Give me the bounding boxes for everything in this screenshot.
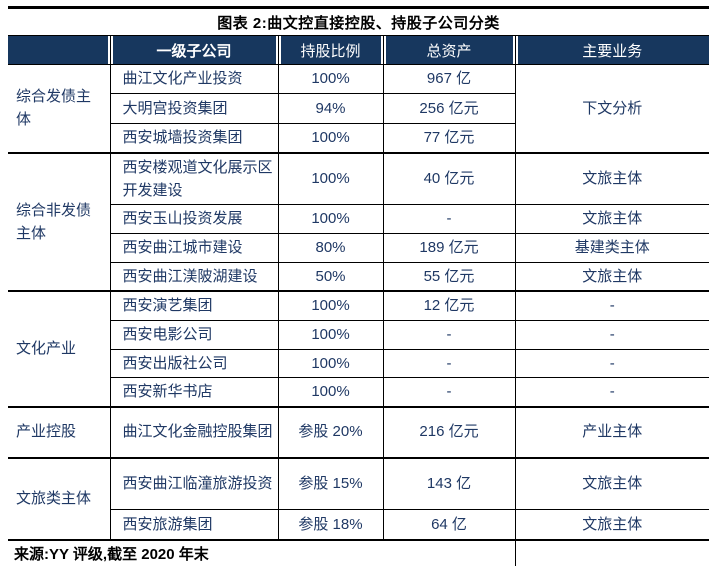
assets-cell: 77 亿元 [382, 123, 516, 153]
subsidiary-cell: 西安演艺集团 [109, 290, 279, 321]
subsidiary-cell: 西安曲江城市建设 [109, 233, 279, 263]
subsidiary-cell: 西安楼观道文化展示区开发建设 [109, 151, 279, 205]
ratio-cell: 100% [277, 204, 384, 234]
table-row: 产业控股 曲江文化金融控股集团 参股 20% 216 亿元 产业主体 [8, 405, 709, 458]
business-cell: 文旅主体 [514, 151, 709, 205]
table-row: 西安城墙投资集团 100% 77 亿元 [8, 123, 709, 153]
business-cell: 文旅主体 [514, 456, 709, 510]
table-row: 西安出版社公司 100% - - [8, 348, 709, 379]
assets-cell: 40 亿元 [382, 151, 516, 205]
subsidiary-cell: 西安曲江渼陂湖建设 [109, 262, 279, 292]
assets-cell: - [382, 377, 516, 407]
ratio-cell: 100% [277, 123, 384, 153]
source-row: 来源:YY 评级,截至 2020 年末 [8, 538, 709, 566]
top-rule [8, 6, 709, 9]
figure-title: 图表 2:曲文控直接控股、持股子公司分类 [217, 15, 500, 32]
subsidiary-cell: 西安城墙投资集团 [109, 123, 279, 153]
subsidiary-cell: 西安曲江临潼旅游投资 [109, 456, 279, 510]
ratio-cell: 94% [277, 93, 384, 124]
assets-cell: 216 亿元 [382, 405, 516, 458]
subsidiary-cell: 西安电影公司 [109, 319, 279, 350]
header-subsidiary-cell: 一级子公司 [109, 35, 279, 65]
ratio-cell: 参股 15% [277, 456, 384, 510]
assets-cell: 967 亿 [382, 64, 516, 94]
category-cell: 综合发债主体 [8, 64, 111, 153]
assets-cell: 12 亿元 [382, 290, 516, 321]
ratio-cell: 参股 18% [277, 509, 384, 540]
header-ratio-cell: 持股比例 [277, 35, 384, 65]
ratio-cell: 100% [277, 64, 384, 94]
subsidiary-cell: 大明宫投资集团 [109, 93, 279, 124]
table-row: 文旅类主体 西安曲江临潼旅游投资 参股 15% 143 亿 文旅主体 [8, 456, 709, 540]
ratio-cell: 100% [277, 319, 384, 350]
assets-cell: - [382, 319, 516, 350]
ratio-cell: 50% [277, 262, 384, 292]
header-assets-cell: 总资产 [382, 35, 516, 65]
assets-cell: 189 亿元 [382, 233, 516, 263]
ratio-cell: 80% [277, 233, 384, 263]
subsidiary-cell: 西安旅游集团 [109, 509, 279, 540]
header-business-cell: 主要业务 [514, 35, 709, 65]
business-cell: - [514, 377, 709, 407]
subsidiaries-table: 一级子公司 持股比例 总资产 主要业务 综合发债主体 曲江文化产业投资 100%… [8, 35, 709, 566]
business-cell: 下文分析 [514, 64, 709, 153]
assets-cell: 143 亿 [382, 456, 516, 510]
source-note: 来源:YY 评级,截至 2020 年末 [8, 538, 516, 566]
subsidiary-cell: 西安出版社公司 [109, 348, 279, 379]
ratio-cell: 100% [277, 151, 384, 205]
business-cell: 文旅主体 [514, 262, 709, 292]
assets-cell: 55 亿元 [382, 262, 516, 292]
subsidiary-cell: 西安玉山投资发展 [109, 204, 279, 234]
category-cell: 产业控股 [8, 405, 111, 458]
assets-cell: - [382, 348, 516, 379]
business-cell: - [514, 348, 709, 379]
category-cell: 综合非发债主体 [8, 151, 111, 292]
subsidiary-cell: 曲江文化产业投资 [109, 64, 279, 94]
business-cell: - [514, 290, 709, 321]
ratio-cell: 100% [277, 377, 384, 407]
table-row: 西安曲江渼陂湖建设 50% 55 亿元 文旅主体 [8, 262, 709, 292]
table-header-row: 一级子公司 持股比例 总资产 主要业务 [8, 35, 709, 65]
ratio-cell: 参股 20% [277, 405, 384, 458]
subsidiary-cell: 西安新华书店 [109, 377, 279, 407]
assets-cell: 256 亿元 [382, 93, 516, 124]
business-cell: 基建类主体 [514, 233, 709, 263]
assets-cell: - [382, 204, 516, 234]
table-row: 西安电影公司 100% - - [8, 319, 709, 350]
business-cell: 文旅主体 [514, 204, 709, 234]
category-cell: 文化产业 [8, 290, 111, 408]
table-row: 西安玉山投资发展 100% - 文旅主体 [8, 204, 709, 234]
ratio-cell: 100% [277, 290, 384, 321]
table-row: 西安旅游集团 参股 18% 64 亿 文旅主体 [8, 509, 709, 540]
table-row: 大明宫投资集团 94% 256 亿元 [8, 93, 709, 124]
business-cell: - [514, 319, 709, 350]
table-row: 综合发债主体 曲江文化产业投资 100% 967 亿 下文分析 [8, 64, 709, 153]
business-cell: 产业主体 [514, 405, 709, 458]
ratio-cell: 100% [277, 348, 384, 379]
assets-cell: 64 亿 [382, 509, 516, 540]
table-row: 西安曲江城市建设 80% 189 亿元 基建类主体 [8, 233, 709, 263]
table-row: 西安新华书店 100% - - [8, 377, 709, 407]
header-category-cell [8, 35, 111, 65]
business-cell: 文旅主体 [514, 509, 709, 540]
category-cell: 文旅类主体 [8, 456, 111, 540]
table-row: 文化产业 西安演艺集团 100% 12 亿元 - [8, 290, 709, 408]
table-row: 综合非发债主体 西安楼观道文化展示区开发建设 100% 40 亿元 文旅主体 [8, 151, 709, 292]
subsidiary-cell: 曲江文化金融控股集团 [109, 405, 279, 458]
source-row-empty-cell [514, 538, 709, 566]
